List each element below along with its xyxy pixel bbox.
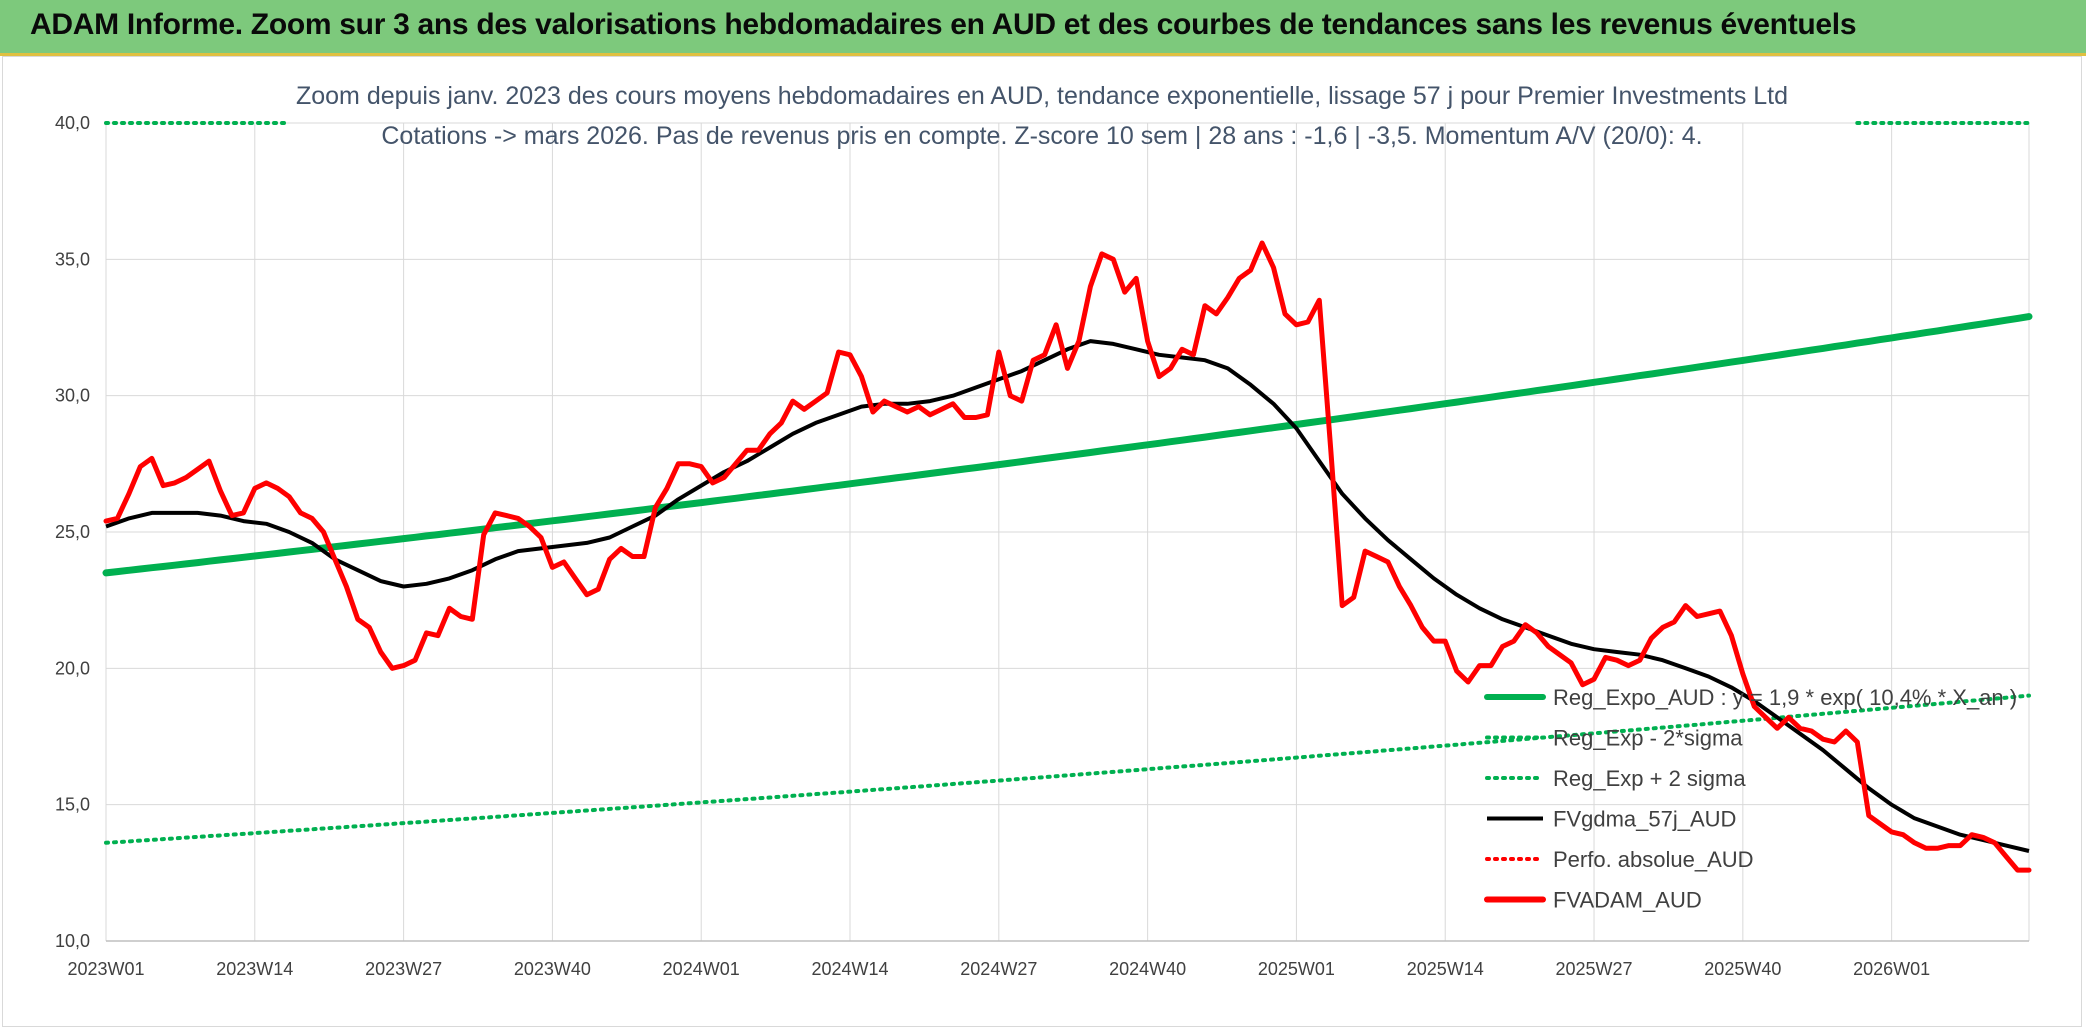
x-tick-label: 2024W27 — [960, 959, 1037, 979]
series-line-reg-expo-aud-y-1-9-exp-10-4-x-an — [102, 313, 2033, 577]
x-tick-label: 2024W14 — [811, 959, 888, 979]
chart-frame: 10,0 15,0 20,0 25,0 30,0 35,0 40,0 2023W01 2023… — [2, 56, 2082, 1027]
legend-entry: FVgdma_57j_AUD — [1553, 807, 1736, 832]
series-line-fvgdma-57j-aud — [105, 339, 2030, 853]
x-tick-label: 2023W01 — [67, 959, 144, 979]
x-tick-label: 2024W40 — [1109, 959, 1186, 979]
chart-gridlines — [105, 122, 2030, 942]
x-tick-label: 2025W27 — [1556, 959, 1633, 979]
legend-entry: Reg_Exp + 2 sigma — [1553, 766, 1746, 791]
y-tick-label: 10,0 — [55, 931, 90, 951]
y-tick-label: 25,0 — [55, 522, 90, 542]
series-line-fvadam-aud — [103, 240, 2032, 873]
report-banner: ADAM Informe. Zoom sur 3 ans des valoris… — [0, 0, 2086, 56]
x-tick-label: 2025W01 — [1258, 959, 1335, 979]
x-tick-label: 2025W14 — [1407, 959, 1484, 979]
y-tick-label: 35,0 — [55, 249, 90, 269]
chart-series — [102, 121, 2033, 873]
x-tick-label: 2023W40 — [514, 959, 591, 979]
x-tick-label: 2023W14 — [216, 959, 293, 979]
x-tick-label: 2026W01 — [1853, 959, 1930, 979]
chart-legend: Reg_Expo_AUD : y = 1,9 * exp( 10,4% * X_… — [1484, 685, 2017, 913]
chart-subtitle-line2: Cotations -> mars 2026. Pas de revenus p… — [381, 122, 1702, 150]
y-tick-label: 20,0 — [55, 658, 90, 678]
y-tick-label: 15,0 — [55, 795, 90, 815]
legend-entry: Reg_Expo_AUD : y = 1,9 * exp( 10,4% * X_… — [1553, 685, 2017, 710]
legend-entry: Reg_Exp - 2*sigma — [1553, 726, 1743, 751]
legend-entry: FVADAM_AUD — [1553, 888, 1702, 913]
chart-subtitle-line1: Zoom depuis janv. 2023 des cours moyens … — [296, 82, 1788, 110]
series-line-reg-exp-2-sigma — [104, 693, 2031, 845]
y-axis: 10,0 15,0 20,0 25,0 30,0 35,0 40,0 — [55, 113, 90, 951]
line-chart: 10,015,020,025,030,035,040,0 2023W01 2023… — [55, 82, 2033, 979]
y-tick-label: 40,0 — [55, 113, 90, 133]
x-axis: 2023W01 2023W14 2023W27 2023W40 2024W01 2024W… — [67, 940, 2029, 979]
y-tick-label: 30,0 — [55, 386, 90, 406]
x-tick-label: 2025W40 — [1704, 959, 1781, 979]
x-tick-label: 2023W27 — [365, 959, 442, 979]
report-title: ADAM Informe. Zoom sur 3 ans des valoris… — [30, 8, 1857, 41]
x-tick-label: 2024W01 — [663, 959, 740, 979]
legend-entry: Perfo. absolue_AUD — [1553, 847, 1754, 872]
